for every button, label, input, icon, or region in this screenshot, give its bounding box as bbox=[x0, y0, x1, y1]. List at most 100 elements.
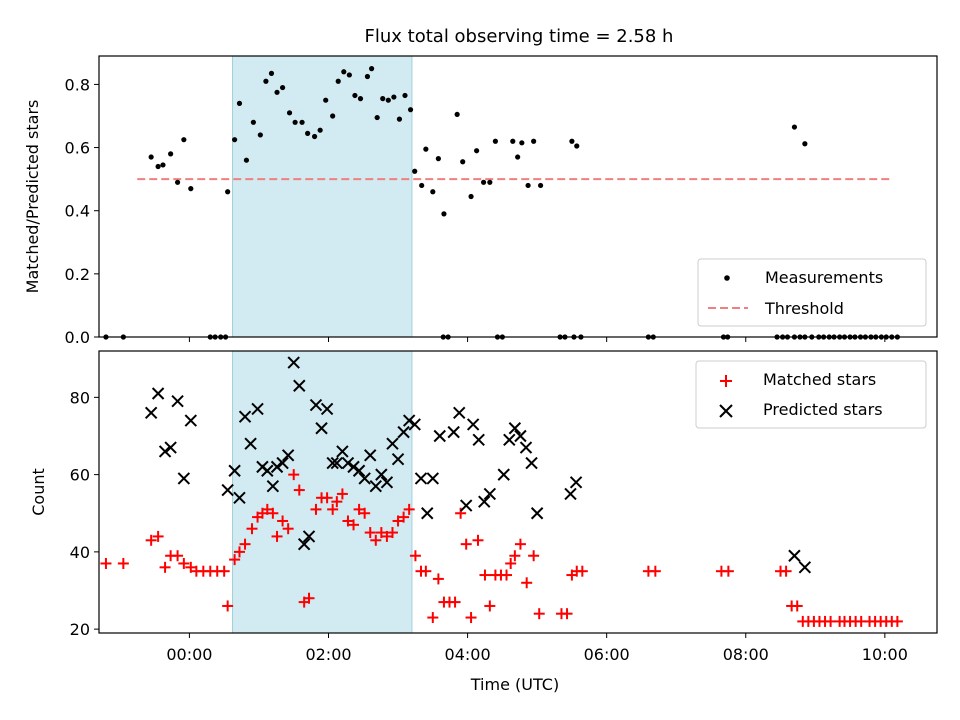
matched-star-point bbox=[432, 573, 444, 585]
measurement-point bbox=[802, 141, 808, 147]
predicted-star-marker-b bbox=[569, 476, 583, 489]
measurement-point bbox=[188, 186, 194, 192]
top-y-tick-label: 0.2 bbox=[65, 265, 90, 284]
bottom-x-tick-label: 04:00 bbox=[445, 645, 491, 664]
predicted-star-marker-b bbox=[315, 422, 328, 435]
matched-star-point bbox=[479, 569, 491, 581]
predicted-star-marker-b bbox=[525, 456, 538, 470]
predicted-star-marker-b bbox=[330, 456, 344, 470]
measurement-point bbox=[268, 70, 275, 76]
measurement-point bbox=[292, 119, 298, 125]
predicted-star-point bbox=[391, 452, 405, 466]
predicted-star-marker-b bbox=[421, 507, 434, 520]
predicted-star-point bbox=[251, 402, 264, 416]
matched-star-point bbox=[353, 503, 365, 515]
bottom-x-tick-label: 02:00 bbox=[305, 645, 351, 664]
measurement-point bbox=[148, 154, 154, 160]
matched-star-point bbox=[172, 550, 184, 562]
predicted-star-point bbox=[309, 398, 323, 412]
bottom-y-tick-label: 40 bbox=[70, 543, 90, 562]
predicted-star-marker-b bbox=[266, 479, 280, 493]
predicted-star-point bbox=[281, 449, 295, 462]
predicted-star-marker-b bbox=[320, 402, 334, 416]
measurement-point bbox=[468, 193, 474, 200]
predicted-star-marker-b bbox=[397, 425, 410, 439]
predicted-star-marker-b bbox=[514, 429, 527, 443]
measurement-point bbox=[341, 69, 347, 75]
matched-star-point bbox=[791, 600, 803, 612]
matched-star-point bbox=[152, 530, 164, 542]
matched-star-point bbox=[282, 523, 294, 535]
measurement-point bbox=[525, 182, 531, 189]
predicted-star-marker-b bbox=[503, 433, 516, 447]
predicted-star-point bbox=[293, 379, 306, 392]
predicted-star-point bbox=[386, 437, 399, 450]
predicted-star-marker-b bbox=[287, 356, 300, 369]
matched-star-point bbox=[218, 565, 230, 577]
measurement-point bbox=[181, 137, 187, 143]
predicted-star-point bbox=[144, 406, 158, 420]
matched-star-point bbox=[533, 608, 545, 620]
predicted-star-marker-b bbox=[375, 468, 388, 481]
measurement-point bbox=[250, 119, 256, 125]
measurement-point bbox=[454, 111, 460, 118]
predicted-star-point bbox=[414, 472, 428, 485]
measurement-point bbox=[286, 110, 293, 116]
measurement-point bbox=[352, 92, 358, 99]
predicted-star-marker-b bbox=[293, 379, 306, 392]
predicted-star-point bbox=[341, 456, 355, 470]
predicted-star-marker-b bbox=[519, 441, 533, 454]
measurement-point bbox=[435, 156, 441, 162]
matched-star-point bbox=[348, 519, 360, 531]
predicted-star-point bbox=[336, 445, 349, 458]
measurement-point bbox=[391, 94, 397, 100]
matched-star-point bbox=[271, 530, 283, 542]
predicted-star-marker-b bbox=[238, 410, 252, 423]
predicted-star-marker-b bbox=[564, 487, 577, 501]
top-y-tick-label: 0.8 bbox=[65, 75, 90, 94]
matched-star-point bbox=[509, 550, 521, 562]
measurement-point bbox=[385, 97, 391, 103]
predicted-star-marker-b bbox=[177, 472, 191, 485]
predicted-star-point bbox=[158, 445, 172, 458]
predicted-star-point bbox=[297, 537, 311, 551]
measurement-point bbox=[369, 66, 375, 72]
predicted-star-point bbox=[459, 499, 473, 512]
predicted-star-marker-b bbox=[453, 406, 466, 420]
measurement-point bbox=[330, 113, 336, 119]
matched-star-point bbox=[331, 496, 343, 508]
matched-star-point bbox=[370, 534, 382, 546]
matched-star-point bbox=[722, 565, 734, 577]
predicted-star-point bbox=[221, 483, 234, 497]
measurement-point bbox=[419, 182, 425, 189]
predicted-star-point bbox=[798, 561, 812, 574]
measurement-point bbox=[317, 127, 323, 133]
matched-star-point bbox=[427, 612, 439, 624]
predicted-star-point bbox=[326, 456, 339, 470]
predicted-star-point bbox=[244, 437, 257, 450]
measurement-point bbox=[305, 130, 311, 136]
bottom-legend-box bbox=[695, 360, 927, 429]
predicted-star-point bbox=[472, 433, 485, 447]
bottom-x-tick-label: 06:00 bbox=[584, 645, 630, 664]
measurement-point bbox=[257, 132, 263, 138]
observing-window-shade bbox=[232, 55, 413, 338]
predicted-star-point bbox=[530, 507, 544, 520]
bottom-x-tick-label: 10:00 bbox=[862, 645, 908, 664]
predicted-star-point bbox=[402, 414, 416, 427]
measurement-point bbox=[480, 179, 487, 185]
predicted-star-marker-b bbox=[386, 437, 399, 450]
measurement-point bbox=[323, 97, 329, 103]
measurement-point bbox=[519, 140, 525, 146]
predicted-star-marker-b bbox=[402, 414, 416, 427]
top-y-tick-label: 0.4 bbox=[65, 202, 90, 221]
predicted-star-marker-b bbox=[358, 472, 371, 485]
matched-star-point bbox=[472, 534, 484, 546]
matched-star-point bbox=[386, 527, 398, 539]
legend-matched: Matched stars bbox=[763, 370, 876, 389]
predicted-star-marker-b bbox=[341, 456, 355, 470]
matched-star-point bbox=[484, 600, 496, 612]
legend-threshold: Threshold bbox=[764, 299, 844, 318]
predicted-star-marker-b bbox=[352, 464, 366, 477]
